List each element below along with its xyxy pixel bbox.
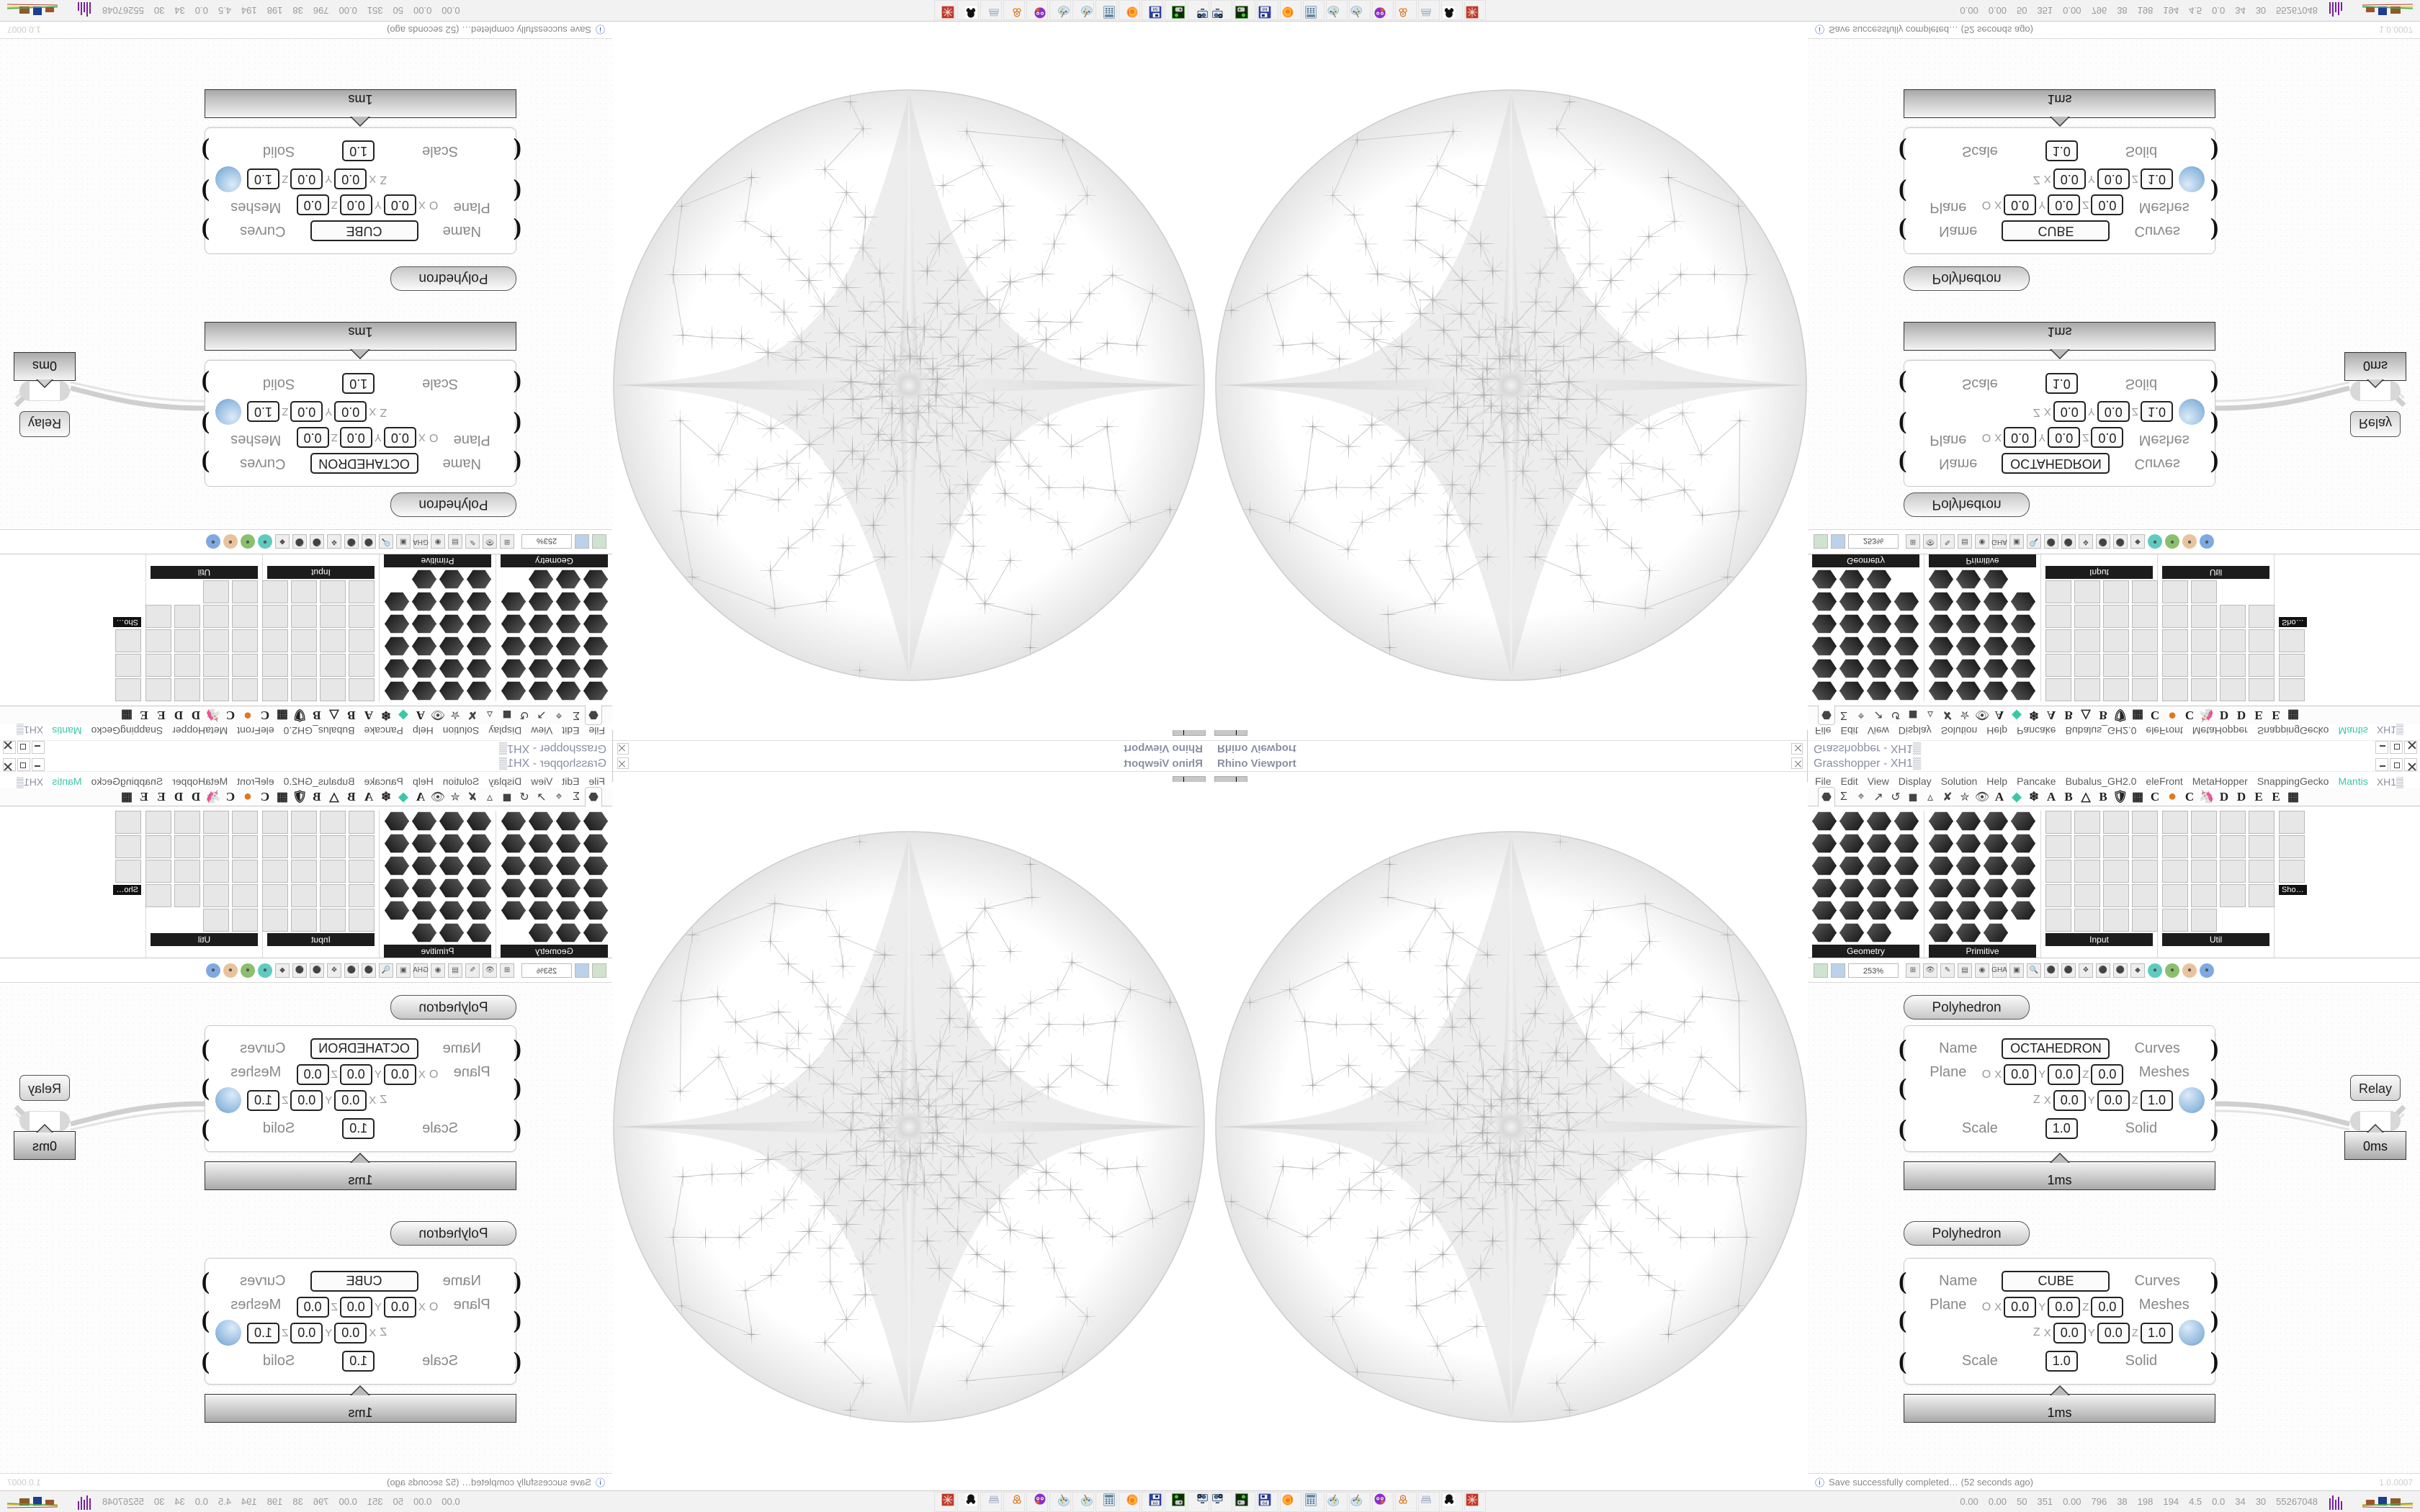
svg-text:64: 64: [1152, 1501, 1157, 1506]
svg-text:64: 64: [1152, 6, 1157, 11]
svg-text:64: 64: [1263, 1501, 1268, 1506]
svg-text:64: 64: [1263, 6, 1268, 11]
